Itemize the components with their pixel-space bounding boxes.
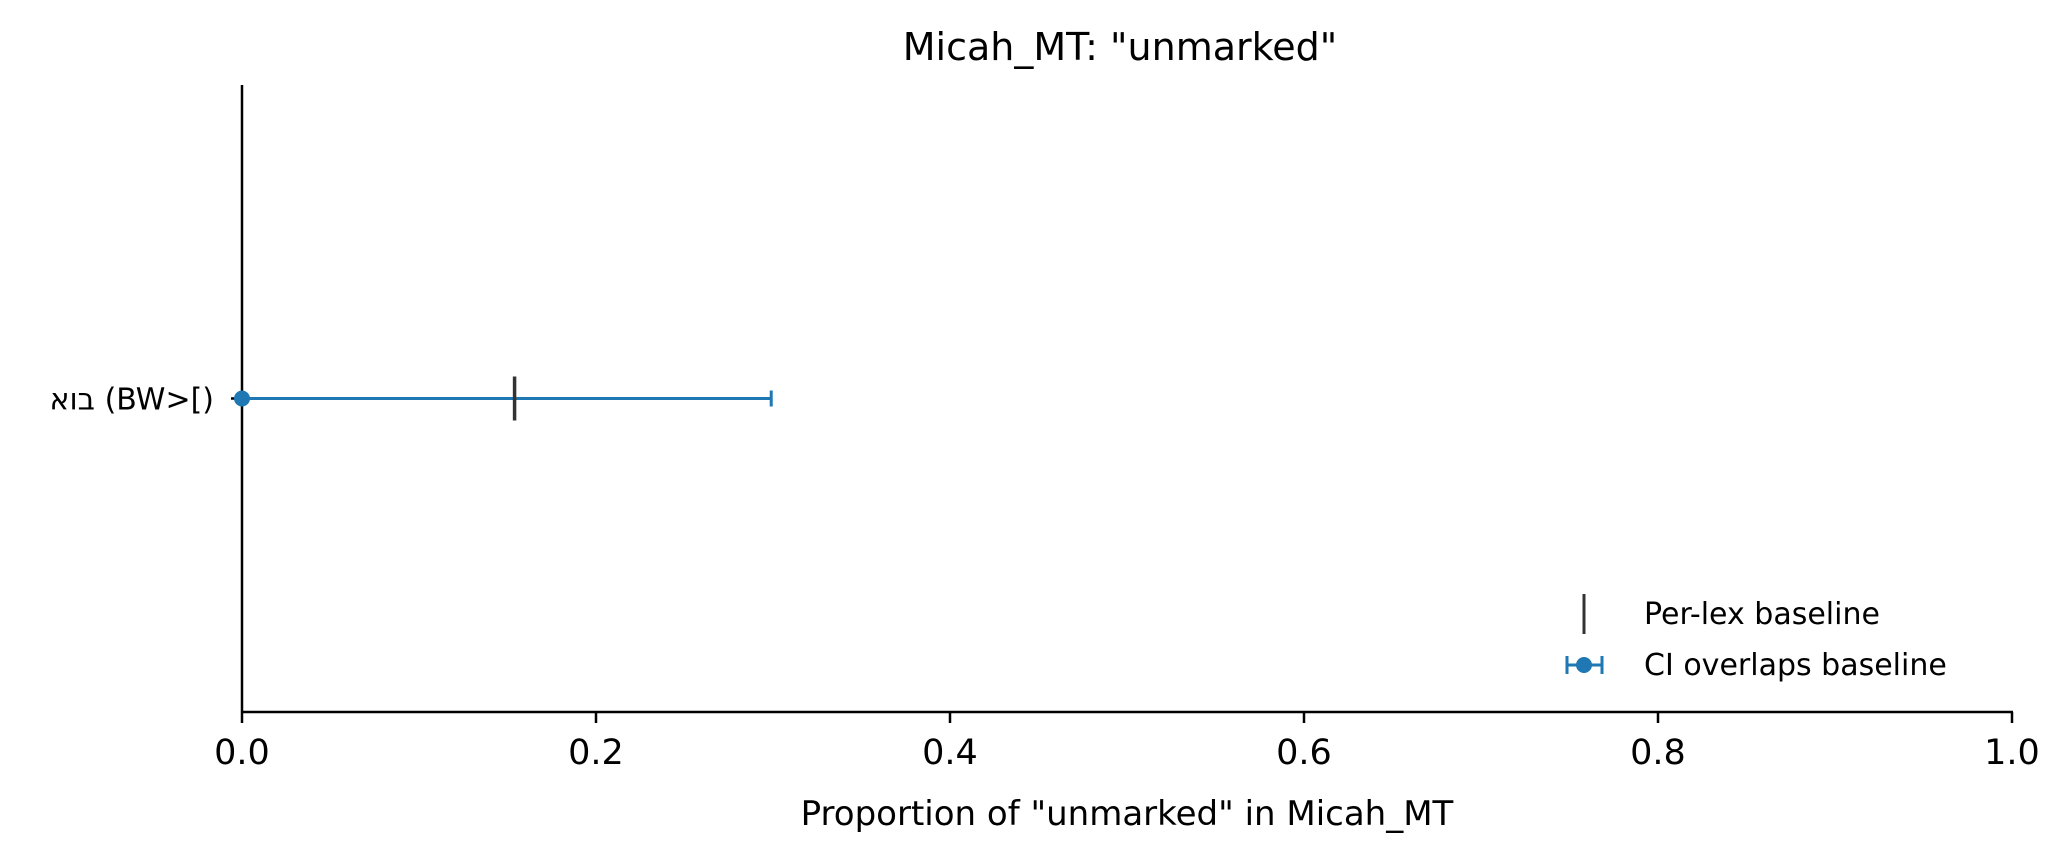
x-axis-label: Proportion of "unmarked" in Micah_MT bbox=[801, 794, 1454, 834]
x-tick-label: 0.8 bbox=[1630, 733, 1686, 773]
legend: Per-lex baseline CI overlaps baseline bbox=[1565, 594, 1947, 683]
x-ticks: 0.0 0.2 0.4 0.6 0.8 1.0 bbox=[214, 712, 2040, 773]
legend-label-baseline: Per-lex baseline bbox=[1644, 597, 1880, 632]
x-tick-label: 0.4 bbox=[922, 733, 978, 773]
data-point bbox=[234, 390, 250, 407]
x-tick-label: 0.2 bbox=[568, 733, 624, 773]
data-marks bbox=[234, 376, 773, 421]
legend-label-ci: CI overlaps baseline bbox=[1644, 648, 1947, 683]
y-category-label: בוא (BW>[) bbox=[49, 383, 214, 418]
y-categories: בוא (BW>[) bbox=[49, 383, 242, 418]
chart-title: Micah_MT: "unmarked" bbox=[903, 25, 1338, 69]
x-tick-label: 0.6 bbox=[1276, 733, 1332, 773]
x-tick-label: 1.0 bbox=[1984, 733, 2040, 773]
x-tick-label: 0.0 bbox=[214, 733, 270, 773]
legend-ci-marker bbox=[1565, 656, 1604, 674]
